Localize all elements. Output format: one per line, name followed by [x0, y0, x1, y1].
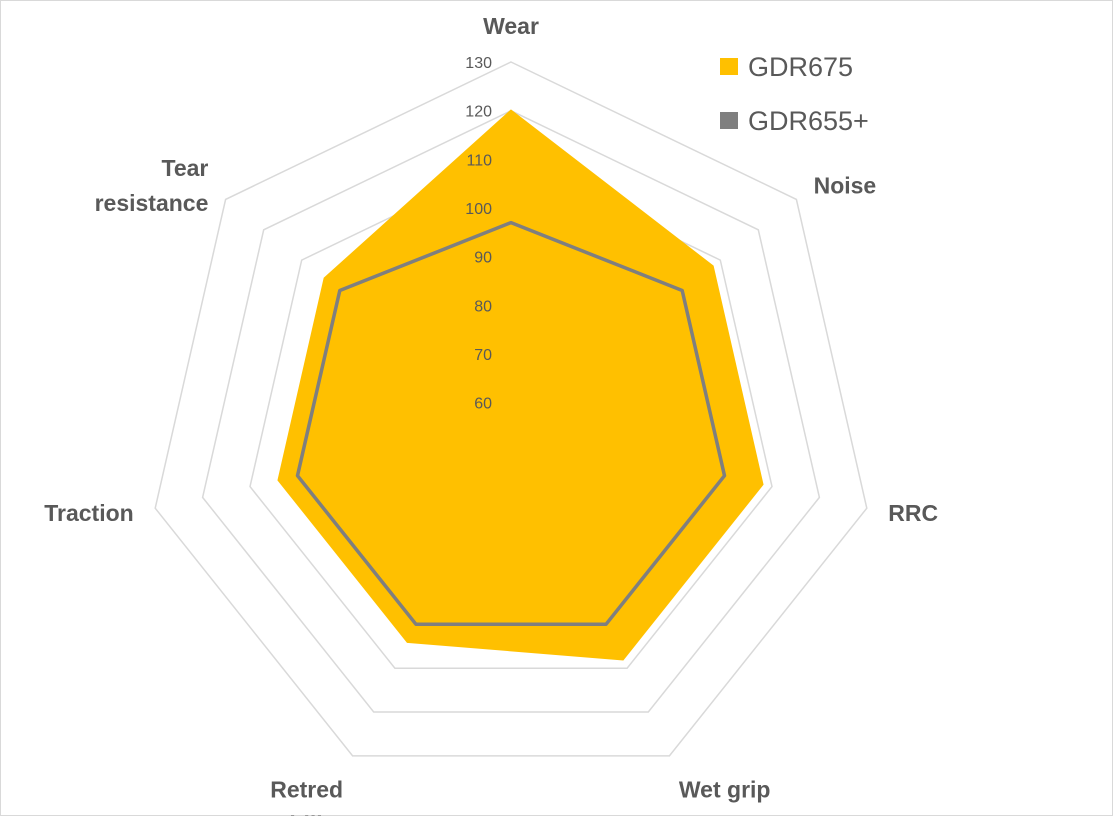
grid-ring-110 — [249, 158, 773, 669]
series-layer — [277, 109, 764, 661]
category-label-line: resistance — [95, 190, 209, 216]
grid-ring-130 — [154, 61, 868, 757]
category-label-rrc: RRC — [888, 500, 938, 526]
category-label-traction: Traction — [44, 500, 133, 526]
category-label-line: Tear — [162, 155, 209, 181]
tick-labels: 60 70 80 90 100 110 120 130 — [465, 55, 492, 413]
grid-ring-120 — [201, 109, 821, 713]
category-label-wear: Wear — [483, 13, 539, 39]
tick-label-120: 120 — [465, 104, 492, 121]
category-label-tear-resistance: Tear resistance — [95, 155, 209, 216]
legend: GDR675 GDR655+ — [720, 52, 869, 136]
category-label-noise: Noise — [814, 173, 877, 199]
legend-swatch-gdr675 — [720, 58, 738, 75]
category-label-line: Retred — [270, 777, 343, 803]
tick-label-130: 130 — [465, 55, 492, 72]
legend-label-gdr675: GDR675 — [748, 52, 853, 82]
legend-swatch-gdr655plus — [720, 112, 738, 129]
tick-label-90: 90 — [474, 250, 492, 267]
category-label-retred-ability: Retred ability — [270, 777, 343, 816]
tick-label-60: 60 — [474, 396, 492, 413]
legend-label-gdr655plus: GDR655+ — [748, 106, 869, 136]
tick-label-100: 100 — [465, 201, 492, 218]
category-label-line: RRC — [888, 500, 938, 526]
category-label-wet-grip: Wet grip — [679, 777, 771, 803]
category-label-line: Wear — [483, 13, 539, 39]
category-label-line: Traction — [44, 500, 133, 526]
series-gdr675 — [277, 109, 764, 661]
category-label-line: Noise — [814, 173, 877, 199]
tick-label-70: 70 — [474, 347, 492, 364]
category-labels: Wear Noise RRC Wet grip Retred ability Tractio… — [44, 13, 938, 816]
series-gdr655 — [295, 220, 727, 627]
tick-label-110: 110 — [466, 152, 492, 169]
category-label-line: Wet grip — [679, 777, 771, 803]
tick-label-80: 80 — [474, 298, 492, 315]
category-label-line: ability — [277, 812, 344, 816]
